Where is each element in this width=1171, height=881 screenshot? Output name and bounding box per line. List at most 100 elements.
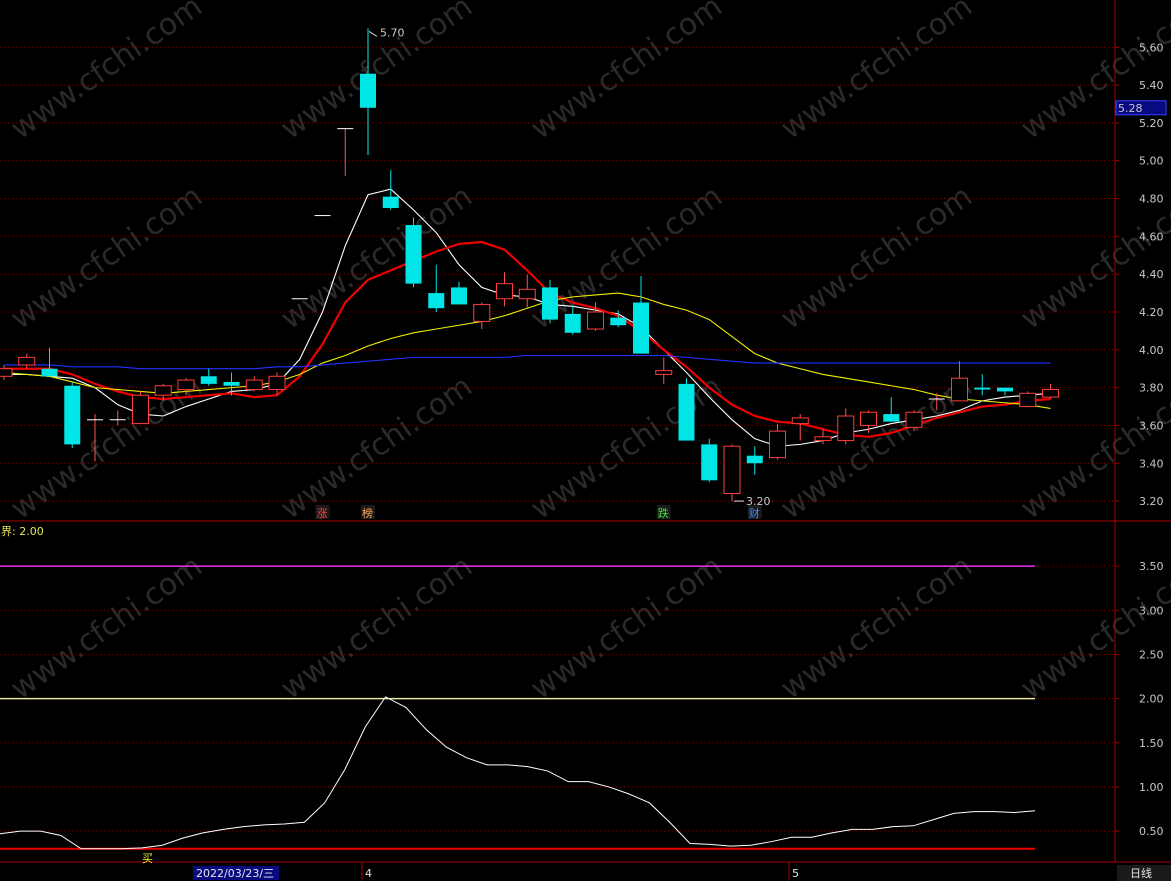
event-marker: 涨 bbox=[317, 507, 328, 520]
low-price-label: 3.20 bbox=[746, 495, 771, 508]
candle-down bbox=[64, 385, 81, 445]
candle-up bbox=[723, 445, 741, 495]
candle-up bbox=[655, 370, 673, 375]
price-tick-label: 3.60 bbox=[1139, 419, 1164, 432]
period-label: 日线 bbox=[1130, 866, 1152, 880]
candle-down bbox=[997, 387, 1013, 392]
candle-up bbox=[473, 303, 491, 322]
current-price-value: 5.28 bbox=[1118, 102, 1143, 115]
event-marker-bg bbox=[656, 505, 671, 519]
watermark-text: www.cfchi.com bbox=[5, 0, 209, 147]
watermark-text: www.cfchi.com bbox=[525, 0, 729, 147]
candle-down bbox=[701, 444, 718, 481]
buy-marker: 买 bbox=[142, 852, 153, 865]
event-marker: 财 bbox=[749, 506, 760, 520]
price-tick-label: 4.00 bbox=[1139, 344, 1164, 357]
indicator-tick-label: 3.00 bbox=[1139, 604, 1164, 617]
high-arrow bbox=[368, 30, 378, 37]
candle-down bbox=[428, 293, 445, 309]
watermark-text: www.cfchi.com bbox=[525, 549, 729, 707]
moving-average-line bbox=[4, 240, 1051, 438]
month-marker: 4 bbox=[365, 867, 372, 880]
candle-down bbox=[451, 287, 467, 305]
candle-down bbox=[633, 302, 649, 354]
watermark-text: www.cfchi.com bbox=[775, 369, 979, 527]
event-marker-bg bbox=[747, 505, 762, 519]
candle-up bbox=[1019, 392, 1037, 408]
candle-down bbox=[678, 383, 695, 441]
watermark-text: www.cfchi.com bbox=[5, 549, 209, 707]
watermark-layer: www.cfchi.com www.cfchi.com www.cfchi.com w… bbox=[5, 0, 1171, 707]
indicator-tick-label: 0.50 bbox=[1139, 825, 1164, 838]
month-marker: 5 bbox=[792, 867, 799, 880]
candle-up bbox=[268, 375, 286, 391]
candle-down bbox=[974, 387, 991, 390]
price-tick-label: 3.40 bbox=[1139, 457, 1164, 470]
high-price-label: 5.70 bbox=[380, 26, 405, 39]
moving-average-line bbox=[4, 354, 1051, 370]
price-tick-label: 5.00 bbox=[1139, 155, 1164, 168]
candle-up bbox=[496, 283, 513, 300]
price-tick-label: 3.80 bbox=[1139, 382, 1164, 395]
date-label: 2022/03/23/三 bbox=[196, 867, 274, 880]
watermark-text: www.cfchi.com bbox=[275, 179, 479, 337]
watermark-text: www.cfchi.com bbox=[275, 0, 479, 147]
candle-up bbox=[587, 311, 604, 330]
candle-down bbox=[405, 225, 422, 284]
candle-up bbox=[154, 385, 172, 396]
event-marker-bg bbox=[315, 505, 330, 519]
event-marker-bg bbox=[361, 505, 375, 519]
indicator-tick-label: 1.00 bbox=[1139, 781, 1164, 794]
candle-down bbox=[200, 376, 217, 384]
indicator-line bbox=[0, 696, 1036, 850]
candle-up bbox=[518, 288, 536, 300]
current-price-tag bbox=[1115, 100, 1167, 116]
candle-down bbox=[382, 196, 399, 208]
watermark-text: www.cfchi.com bbox=[275, 549, 479, 707]
candle-down bbox=[360, 73, 376, 108]
indicator-tick-label: 2.50 bbox=[1139, 648, 1164, 661]
candle-down bbox=[564, 313, 581, 333]
price-tick-label: 4.40 bbox=[1139, 268, 1164, 281]
watermark-text: www.cfchi.com bbox=[275, 369, 479, 527]
candle-down bbox=[223, 381, 240, 386]
watermark-text: www.cfchi.com bbox=[775, 0, 979, 147]
price-tick-label: 5.20 bbox=[1139, 117, 1164, 130]
watermark-text: www.cfchi.com bbox=[775, 179, 979, 337]
event-marker: 榜 bbox=[362, 506, 373, 520]
watermark-text: www.cfchi.com bbox=[775, 549, 979, 707]
candle-up bbox=[0, 368, 13, 377]
candle-up bbox=[814, 436, 832, 442]
candles-layer bbox=[0, 28, 1059, 502]
price-tick-label: 4.60 bbox=[1139, 230, 1164, 243]
candle-up bbox=[837, 415, 855, 442]
candle-down bbox=[542, 287, 558, 320]
indicator-tick-label: 3.50 bbox=[1139, 560, 1164, 573]
indicator-tick-label: 2.00 bbox=[1139, 693, 1164, 706]
candle-up bbox=[951, 377, 968, 402]
watermark-text: www.cfchi.com bbox=[5, 179, 209, 337]
price-tick-label: 5.60 bbox=[1139, 41, 1164, 54]
candle-up bbox=[905, 411, 923, 428]
candle-down bbox=[41, 368, 58, 377]
candle-up bbox=[769, 430, 786, 459]
candle-up bbox=[1042, 389, 1059, 398]
candle-up bbox=[132, 394, 149, 425]
price-tick-label: 5.40 bbox=[1139, 79, 1164, 92]
event-marker: 跌 bbox=[658, 506, 669, 520]
indicator-tick-label: 1.50 bbox=[1139, 737, 1164, 750]
price-tick-label: 4.20 bbox=[1139, 306, 1164, 319]
price-tick-label: 4.80 bbox=[1139, 193, 1164, 206]
indicator-title: 界: 2.00 bbox=[1, 525, 44, 538]
candle-up bbox=[18, 356, 36, 366]
candle-down bbox=[883, 414, 900, 422]
date-label-bg bbox=[193, 866, 279, 880]
candle-up bbox=[860, 411, 877, 426]
candle-up bbox=[177, 379, 195, 391]
watermark-text: www.cfchi.com bbox=[525, 369, 729, 527]
candle-down bbox=[610, 317, 627, 326]
candle-up bbox=[245, 379, 263, 391]
candle-up bbox=[791, 417, 809, 425]
candle-down bbox=[746, 455, 763, 464]
